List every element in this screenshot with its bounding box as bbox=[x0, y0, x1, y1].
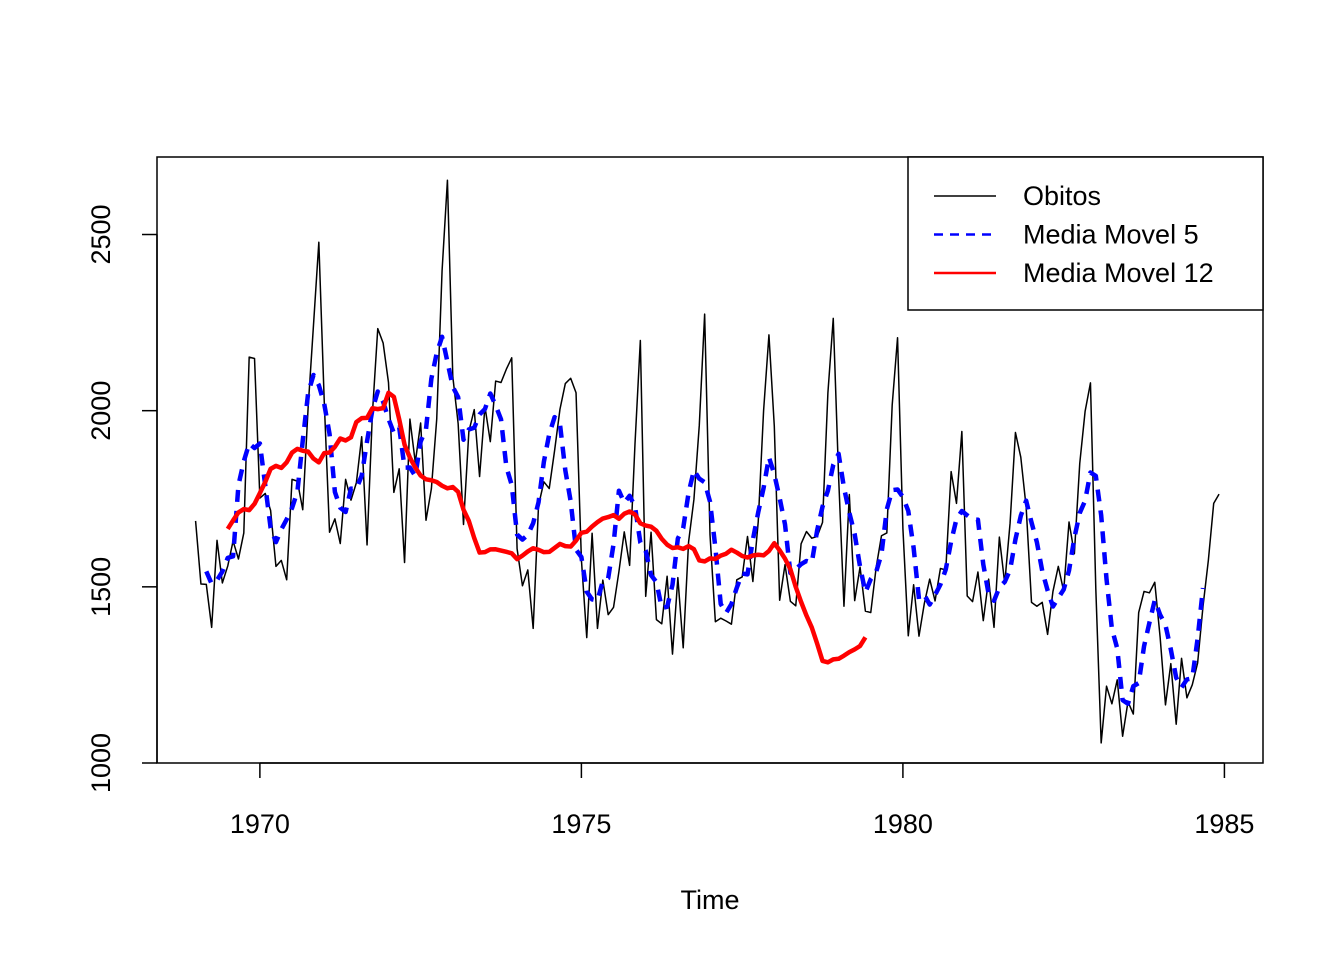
y-tick-label-2000: 2000 bbox=[86, 381, 116, 441]
legend-label-media-movel-12: Media Movel 12 bbox=[1023, 258, 1214, 288]
y-axis: 1000 1500 2000 2500 bbox=[86, 204, 158, 793]
series-line-media-movel-5 bbox=[204, 334, 1206, 706]
y-tick-label-1000: 1000 bbox=[86, 733, 116, 793]
series-layer bbox=[194, 179, 1220, 744]
series-line-obitos bbox=[194, 179, 1220, 744]
legend-label-media-movel-5: Media Movel 5 bbox=[1023, 220, 1199, 250]
x-tick-label-1970: 1970 bbox=[230, 809, 290, 839]
x-tick-label-1980: 1980 bbox=[873, 809, 933, 839]
x-axis-label: Time bbox=[681, 885, 740, 915]
x-axis: 1970 1975 1980 1985 bbox=[230, 762, 1254, 839]
legend: Obitos Media Movel 5 Media Movel 12 bbox=[907, 156, 1264, 311]
y-tick-label-2500: 2500 bbox=[86, 204, 116, 264]
series-line-media-movel-12 bbox=[225, 390, 868, 665]
y-tick-label-1500: 1500 bbox=[86, 557, 116, 617]
legend-label-obitos: Obitos bbox=[1023, 181, 1101, 211]
x-tick-label-1985: 1985 bbox=[1194, 809, 1254, 839]
x-tick-label-1975: 1975 bbox=[551, 809, 611, 839]
